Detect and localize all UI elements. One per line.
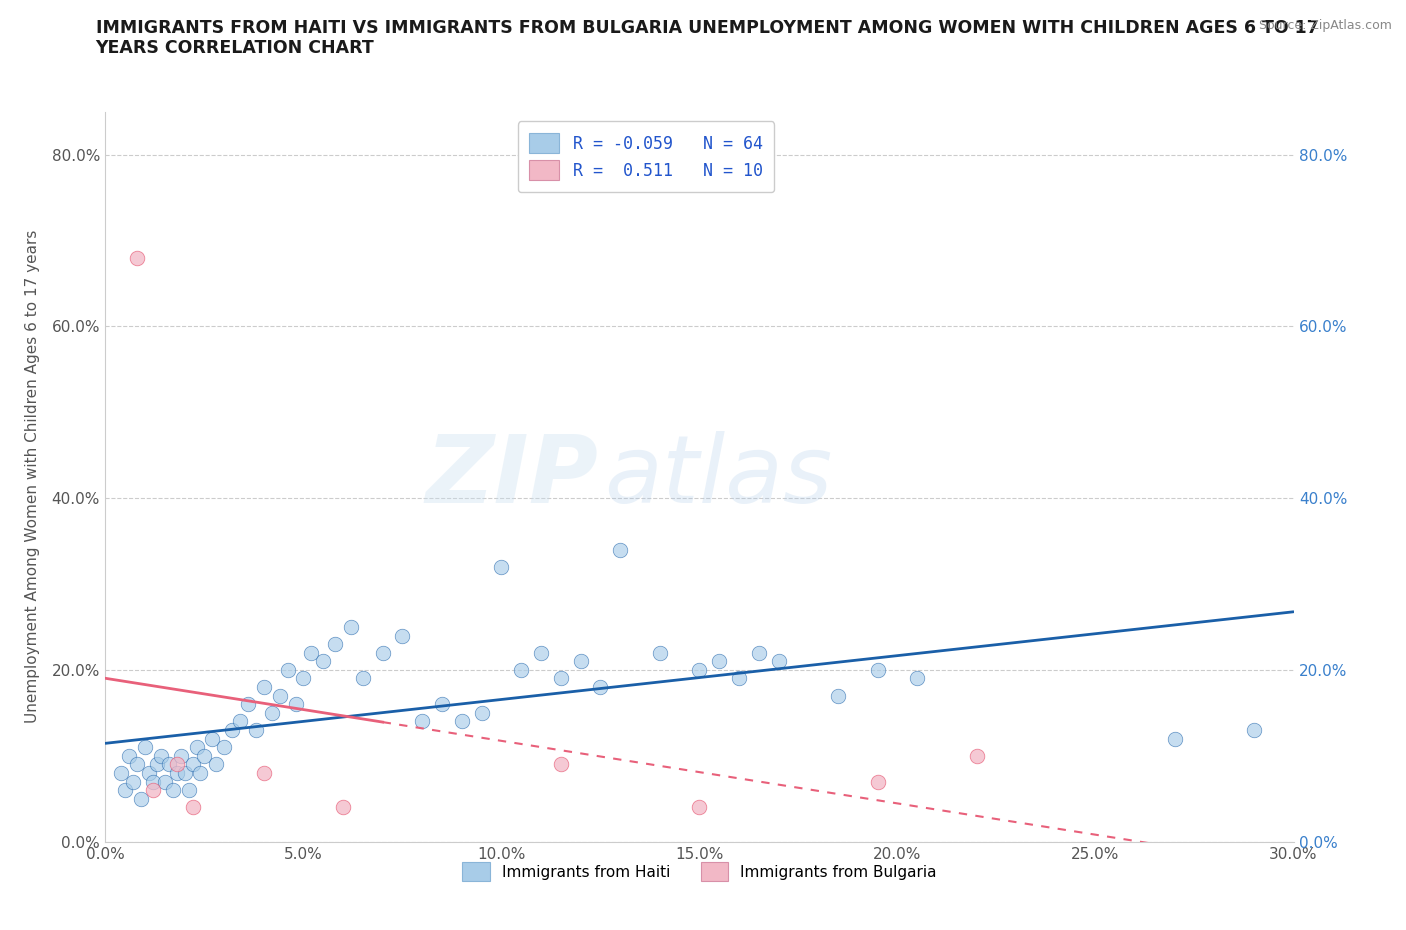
Point <box>1164 731 1187 746</box>
Point <box>114 783 136 798</box>
Point <box>352 671 374 686</box>
Point <box>966 749 988 764</box>
Point <box>134 739 156 754</box>
Point <box>589 680 612 695</box>
Point <box>229 714 252 729</box>
Point <box>340 619 363 634</box>
Point <box>127 250 149 265</box>
Point <box>149 749 172 764</box>
Point <box>146 757 169 772</box>
Text: atlas: atlas <box>605 432 832 522</box>
Point <box>118 749 141 764</box>
Point <box>236 697 259 711</box>
Point <box>166 765 188 780</box>
Point <box>332 800 354 815</box>
Point <box>569 654 592 669</box>
Point <box>284 697 307 711</box>
Point <box>1243 723 1265 737</box>
Point <box>129 791 152 806</box>
Text: Source: ZipAtlas.com: Source: ZipAtlas.com <box>1258 19 1392 32</box>
Point <box>768 654 790 669</box>
Point <box>430 697 453 711</box>
Point <box>866 662 889 677</box>
Point <box>201 731 224 746</box>
Point <box>110 765 132 780</box>
Point <box>371 645 394 660</box>
Point <box>253 765 276 780</box>
Point <box>450 714 472 729</box>
Point <box>689 800 711 815</box>
Point <box>709 654 731 669</box>
Point <box>550 757 572 772</box>
Point <box>491 559 513 574</box>
Point <box>193 749 215 764</box>
Point <box>153 774 176 789</box>
Point <box>689 662 711 677</box>
Point <box>166 757 188 772</box>
Point <box>181 757 204 772</box>
Point <box>190 765 212 780</box>
Point <box>138 765 160 780</box>
Point <box>550 671 572 686</box>
Point <box>728 671 751 686</box>
Point <box>127 757 149 772</box>
Point <box>277 662 299 677</box>
Point <box>323 637 346 652</box>
Point <box>471 705 494 720</box>
Point <box>122 774 145 789</box>
Point <box>253 680 276 695</box>
Point <box>142 783 165 798</box>
Text: ZIP: ZIP <box>426 431 599 523</box>
Point <box>827 688 849 703</box>
Point <box>245 723 267 737</box>
Text: YEARS CORRELATION CHART: YEARS CORRELATION CHART <box>96 39 374 57</box>
Point <box>260 705 283 720</box>
Point <box>186 739 208 754</box>
Y-axis label: Unemployment Among Women with Children Ages 6 to 17 years: Unemployment Among Women with Children A… <box>25 230 41 724</box>
Point <box>269 688 291 703</box>
Point <box>181 800 204 815</box>
Point <box>748 645 770 660</box>
Point <box>905 671 928 686</box>
Point <box>292 671 315 686</box>
Point <box>173 765 195 780</box>
Point <box>866 774 889 789</box>
Point <box>157 757 180 772</box>
Point <box>411 714 433 729</box>
Legend: Immigrants from Haiti, Immigrants from Bulgaria: Immigrants from Haiti, Immigrants from B… <box>454 855 945 889</box>
Point <box>221 723 243 737</box>
Point <box>510 662 533 677</box>
Point <box>391 628 413 643</box>
Point <box>609 542 631 557</box>
Text: IMMIGRANTS FROM HAITI VS IMMIGRANTS FROM BULGARIA UNEMPLOYMENT AMONG WOMEN WITH : IMMIGRANTS FROM HAITI VS IMMIGRANTS FROM… <box>96 19 1319 36</box>
Point <box>205 757 228 772</box>
Point <box>648 645 671 660</box>
Point <box>312 654 335 669</box>
Point <box>142 774 165 789</box>
Point <box>162 783 184 798</box>
Point <box>299 645 322 660</box>
Point <box>170 749 193 764</box>
Point <box>530 645 553 660</box>
Point <box>177 783 200 798</box>
Point <box>214 739 236 754</box>
